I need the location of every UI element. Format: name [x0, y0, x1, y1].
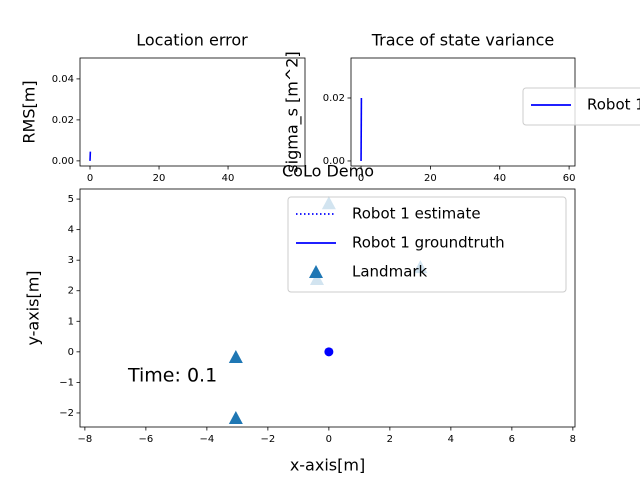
y-tick-label: 0.04 [52, 74, 74, 85]
x-tick-label: 6 [509, 434, 515, 445]
x-tick-label: 8 [570, 434, 576, 445]
legend: Robot 1 estimate Robot 1 groundtruth Landm… [287, 196, 567, 293]
y-tick-label: 1 [68, 316, 74, 327]
y-tick-label: 3 [68, 255, 74, 266]
legend-label: Robot 1 [587, 96, 640, 114]
y-axis-label: RMS[m] [20, 80, 39, 143]
y-tick-label: −1 [59, 377, 74, 388]
x-axis-label: x-axis[m] [290, 456, 365, 475]
legend-box [522, 87, 640, 126]
legend: Robot 1 [522, 87, 640, 126]
axes: 0 20 40 0.00 0.02 0.04 Location error RMS[m] [20, 31, 306, 184]
axes-frame [79, 57, 306, 167]
y-tick-label: 0.00 [323, 156, 345, 167]
x-tick-label: 40 [493, 173, 506, 184]
axes: −8 −6 −4 −2 0 2 4 6 8 −2 −1 0 1 2 3 4 5 CoLo Demo y-axis[m… [24, 162, 577, 475]
legend-box [287, 196, 567, 293]
x-tick-label: −4 [200, 434, 215, 445]
plot-area [80, 58, 305, 166]
annotation: Time: 0.1 [127, 365, 217, 387]
axes: 0 20 40 60 0.00 0.02 Trace of state variance si… [283, 31, 640, 184]
y-tick-label: 0.02 [323, 93, 345, 104]
y-tick-label: 0.00 [52, 156, 74, 167]
chart-title: CoLo Demo [282, 162, 374, 181]
x-tick-label: −8 [78, 434, 93, 445]
x-tick-label: 60 [563, 173, 576, 184]
landmark [228, 349, 243, 363]
landmark [228, 411, 243, 425]
legend-marker [309, 265, 323, 278]
x-tick-label: −2 [260, 434, 275, 445]
axes-frame [79, 188, 576, 428]
chart-title: Location error [136, 31, 248, 50]
y-axis-label: sigma_s [m^2] [283, 51, 303, 172]
y-tick-label: 0.02 [52, 115, 74, 126]
chart-title: Trace of state variance [371, 31, 555, 50]
x-tick-label: −6 [139, 434, 154, 445]
y-tick-label: 2 [68, 286, 74, 297]
x-tick-label: 40 [222, 173, 235, 184]
y-tick-label: 0 [68, 347, 74, 358]
robot-marker [324, 347, 334, 357]
y-tick-label: 4 [68, 225, 74, 236]
x-tick-label: 0 [87, 173, 93, 184]
legend-label: Robot 1 groundtruth [352, 234, 505, 252]
legend-label: Robot 1 estimate [352, 205, 481, 223]
y-tick-label: −2 [59, 408, 74, 419]
x-tick-label: 0 [326, 434, 332, 445]
x-tick-label: 20 [424, 173, 437, 184]
legend-label: Landmark [352, 263, 428, 281]
y-tick-label: 5 [68, 194, 74, 205]
x-tick-label: 2 [387, 434, 393, 445]
y-axis-label: y-axis[m] [24, 270, 43, 345]
x-tick-label: 0 [358, 173, 364, 184]
x-tick-label: 4 [448, 434, 454, 445]
x-tick-label: 20 [153, 173, 166, 184]
